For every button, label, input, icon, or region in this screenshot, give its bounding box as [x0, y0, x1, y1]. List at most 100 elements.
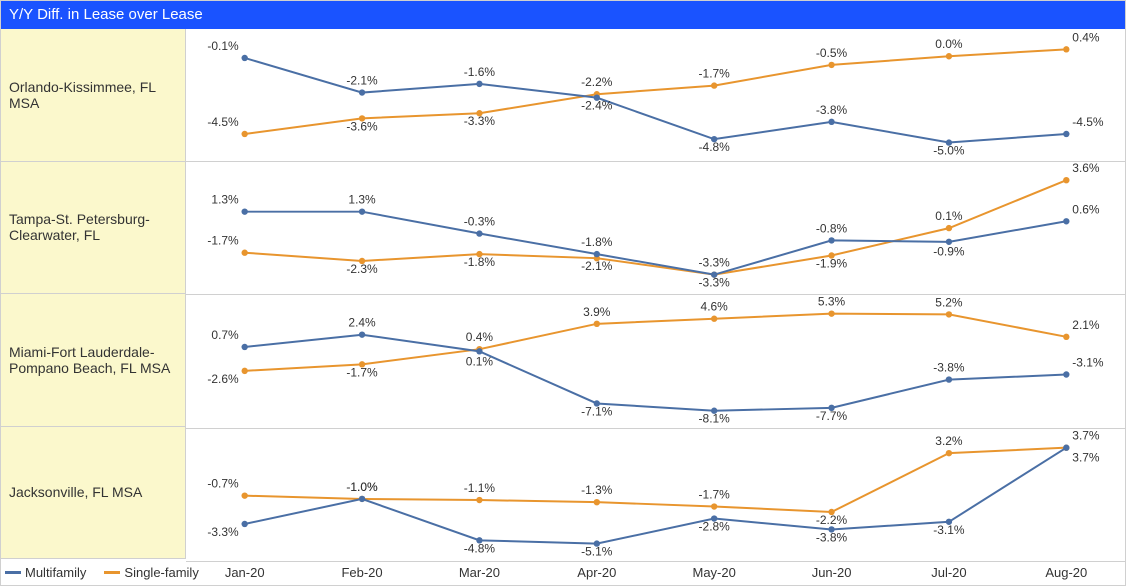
- multifamily-data-label: -4.8%: [464, 541, 496, 555]
- single-family-data-label: 3.2%: [935, 434, 963, 448]
- multifamily-data-label: -3.8%: [933, 361, 965, 375]
- multifamily-data-label: -2.1%: [346, 74, 378, 88]
- multifamily-marker: [476, 231, 482, 237]
- multifamily-data-label: 0.6%: [1072, 202, 1100, 216]
- single-family-data-label: -1.7%: [699, 67, 731, 81]
- single-family-data-label: -1.1%: [464, 481, 496, 495]
- multifamily-data-label: -4.8%: [699, 140, 731, 154]
- multifamily-data-label: -0.8%: [816, 222, 848, 236]
- single-family-data-label: -2.1%: [581, 259, 613, 273]
- single-family-marker: [711, 503, 717, 509]
- x-tick-label: Apr-20: [538, 559, 655, 586]
- x-tick-label: Aug-20: [1008, 559, 1125, 586]
- single-family-marker: [241, 131, 247, 137]
- multifamily-data-label: -0.3%: [464, 215, 496, 229]
- multifamily-data-label: -2.8%: [699, 519, 731, 533]
- single-family-data-label: 0.1%: [935, 209, 963, 223]
- single-family-data-label: -1.9%: [816, 257, 848, 271]
- single-family-marker: [241, 250, 247, 256]
- single-family-marker: [711, 82, 717, 88]
- multifamily-marker: [359, 209, 365, 215]
- legend-item: Single-family: [104, 565, 198, 580]
- legend: Multifamily Single-family: [5, 565, 199, 580]
- chart-container: Y/Y Diff. in Lease over Lease Orlando-Ki…: [0, 0, 1126, 586]
- single-family-data-label: 3.6%: [1072, 162, 1100, 175]
- single-family-marker: [241, 492, 247, 498]
- x-tick-label: May-20: [656, 559, 773, 586]
- multifamily-marker: [1063, 218, 1069, 224]
- multifamily-data-label: -4.5%: [1072, 115, 1104, 129]
- single-family-marker: [594, 499, 600, 505]
- chart-body: Orlando-Kissimmee, FL MSATampa-St. Peter…: [1, 29, 1125, 559]
- multifamily-data-label: -7.1%: [581, 405, 613, 419]
- multifamily-marker: [241, 344, 247, 350]
- single-family-data-label: -2.2%: [581, 75, 613, 89]
- x-axis-footer: MultifamilySingle-family Jan-20Feb-20Mar…: [1, 559, 1125, 586]
- single-family-data-label: 0.0%: [935, 37, 963, 51]
- row-label: Tampa-St. Petersburg-Clearwater, FL: [1, 162, 186, 295]
- multifamily-marker: [1063, 444, 1069, 450]
- legend-label: Multifamily: [25, 565, 86, 580]
- single-family-data-label: -1.7%: [346, 366, 378, 380]
- multifamily-data-label: 2.4%: [348, 316, 376, 330]
- multifamily-marker: [828, 237, 834, 243]
- row-labels-column: Orlando-Kissimmee, FL MSATampa-St. Peter…: [1, 29, 186, 559]
- multifamily-data-label: 3.7%: [1072, 429, 1100, 443]
- multifamily-marker: [1063, 372, 1069, 378]
- single-family-data-label: -3.6%: [346, 119, 378, 133]
- chart-panel: -4.5%-3.6%-3.3%-2.2%-1.7%-0.5%0.0%0.4%-0…: [186, 29, 1125, 162]
- multifamily-data-label: -5.1%: [581, 544, 613, 558]
- single-family-data-label: 5.2%: [935, 296, 963, 310]
- multifamily-data-label: -3.1%: [1072, 356, 1104, 370]
- single-family-data-label: 3.7%: [1072, 450, 1100, 464]
- chart-panel: -1.7%-2.3%-1.8%-2.1%-3.3%-1.9%0.1%3.6%1.…: [186, 162, 1125, 295]
- single-family-data-label: -2.3%: [346, 262, 378, 276]
- single-family-marker: [476, 496, 482, 502]
- single-family-marker: [594, 321, 600, 327]
- single-family-marker: [711, 316, 717, 322]
- x-tick-label: Jun-20: [773, 559, 890, 586]
- multifamily-marker: [711, 272, 717, 278]
- chart-panel: -2.6%-1.7%0.4%3.9%4.6%5.3%5.2%2.1%0.7%2.…: [186, 295, 1125, 428]
- legend-swatch: [104, 571, 120, 574]
- single-family-data-label: 0.4%: [1072, 30, 1100, 44]
- multifamily-data-label: -1.8%: [581, 235, 613, 249]
- single-family-data-label: 5.3%: [818, 295, 846, 309]
- row-label: Orlando-Kissimmee, FL MSA: [1, 29, 186, 162]
- single-family-marker: [241, 368, 247, 374]
- single-family-data-label: 4.6%: [701, 300, 729, 314]
- x-tick-label: Mar-20: [421, 559, 538, 586]
- multifamily-data-label: -0.1%: [207, 39, 239, 53]
- single-family-data-label: -4.5%: [207, 115, 239, 129]
- row-label: Miami-Fort Lauderdale-Pompano Beach, FL …: [1, 294, 186, 427]
- multifamily-data-label: 1.3%: [211, 193, 239, 207]
- single-family-data-label: -0.7%: [207, 476, 239, 490]
- row-label: Jacksonville, FL MSA: [1, 427, 186, 560]
- single-family-data-label: 3.9%: [583, 305, 611, 319]
- multifamily-marker: [476, 81, 482, 87]
- single-family-data-label: 2.1%: [1072, 318, 1100, 332]
- single-family-data-label: -1.7%: [207, 234, 239, 248]
- multifamily-data-label: -0.9%: [933, 245, 965, 259]
- single-family-data-label: -1.3%: [581, 483, 613, 497]
- multifamily-data-label: -1.0%: [346, 480, 378, 494]
- single-family-data-label: -2.2%: [816, 513, 848, 527]
- multifamily-data-label: -3.3%: [207, 525, 239, 539]
- multifamily-data-label: -5.0%: [933, 144, 965, 158]
- single-family-marker: [946, 225, 952, 231]
- chart-title: Y/Y Diff. in Lease over Lease: [1, 1, 1125, 29]
- x-tick-label: Jan-20: [186, 559, 303, 586]
- multifamily-data-label: 1.3%: [348, 193, 376, 207]
- single-family-data-label: -3.3%: [464, 114, 496, 128]
- single-family-data-label: -2.6%: [207, 372, 239, 386]
- multifamily-marker: [241, 55, 247, 61]
- single-family-marker: [828, 311, 834, 317]
- multifamily-marker: [946, 377, 952, 383]
- multifamily-data-label: -3.8%: [816, 530, 848, 544]
- multifamily-data-label: 0.1%: [466, 355, 494, 369]
- multifamily-marker: [359, 332, 365, 338]
- legend-swatch: [5, 571, 21, 574]
- single-family-marker: [946, 450, 952, 456]
- single-family-marker: [1063, 177, 1069, 183]
- multifamily-data-label: -3.8%: [816, 103, 848, 117]
